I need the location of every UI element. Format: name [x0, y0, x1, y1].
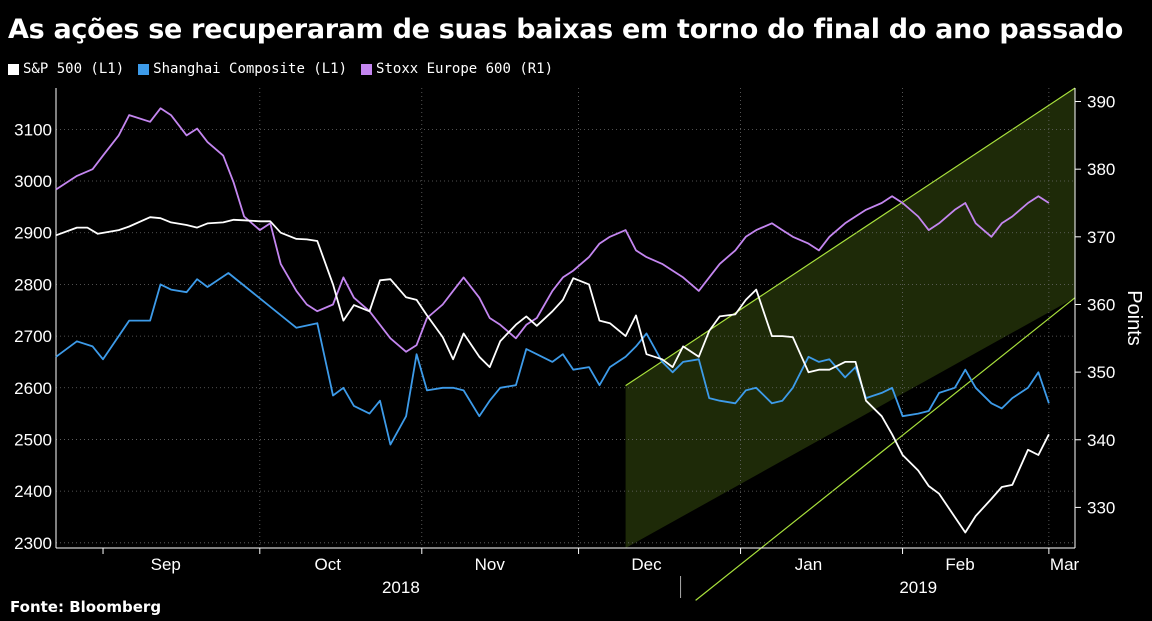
y-right-tick-label: 340 — [1087, 431, 1115, 450]
y-left-tick-label: 2800 — [14, 275, 52, 294]
y-right-axis-title: Points — [1123, 290, 1145, 346]
legend-item-shanghai: Shanghai Composite (L1) — [138, 61, 347, 77]
y-left-tick-label: 3000 — [14, 172, 52, 191]
y-left-tick-label: 2700 — [14, 327, 52, 346]
series-line-shanghai — [55, 272, 1050, 446]
legend: S&P 500 (L1) Shanghai Composite (L1) Sto… — [8, 61, 553, 77]
chart-title: As ações se recuperaram de suas baixas e… — [8, 14, 1124, 45]
y-left-tick-label: 2900 — [14, 224, 52, 243]
y-right-tick-label: 330 — [1087, 498, 1115, 517]
legend-swatch-stoxx — [361, 63, 373, 75]
legend-label-stoxx: Stoxx Europe 600 (R1) — [376, 61, 554, 77]
y-right-tick-label: 360 — [1087, 295, 1115, 314]
y-left-tick-label: 3100 — [14, 120, 52, 139]
series-line-sp500 — [55, 216, 1050, 534]
source-label: Fonte: — [10, 598, 64, 616]
legend-item-stoxx: Stoxx Europe 600 (R1) — [361, 61, 553, 77]
x-month-label: Mar — [1050, 555, 1080, 574]
x-month-label: Feb — [945, 555, 974, 574]
x-month-label: Dec — [631, 555, 662, 574]
series-line-stoxx — [55, 107, 1050, 353]
y-left-tick-label: 2600 — [14, 379, 52, 398]
y-right-tick-label: 370 — [1087, 228, 1115, 247]
x-month-label: Nov — [475, 555, 506, 574]
y-right-tick-label: 390 — [1087, 93, 1115, 112]
x-month-label: Oct — [315, 555, 342, 574]
x-year-label-2019: 2019 — [899, 578, 937, 597]
legend-swatch-sp500 — [8, 63, 19, 75]
y-right-tick-label: 380 — [1087, 160, 1115, 179]
trend-channel-fill — [625, 88, 1075, 548]
legend-label-sp500: S&P 500 (L1) — [23, 61, 125, 77]
x-month-label: Jan — [795, 555, 822, 574]
trend-channel-lower — [695, 297, 1076, 601]
y-left-tick-label: 2400 — [14, 482, 52, 501]
x-month-label: Sep — [151, 555, 181, 574]
source-note: Fonte: Bloomberg — [10, 598, 161, 616]
legend-label-shanghai: Shanghai Composite (L1) — [153, 61, 348, 77]
legend-item-sp500: S&P 500 (L1) — [8, 61, 124, 77]
source-name: Bloomberg — [69, 598, 162, 616]
y-left-tick-label: 2500 — [14, 430, 52, 449]
y-right-tick-label: 350 — [1087, 363, 1115, 382]
legend-swatch-shanghai — [138, 63, 150, 75]
y-left-tick-label: 2300 — [14, 534, 52, 553]
x-year-label-2018: 2018 — [382, 578, 420, 597]
